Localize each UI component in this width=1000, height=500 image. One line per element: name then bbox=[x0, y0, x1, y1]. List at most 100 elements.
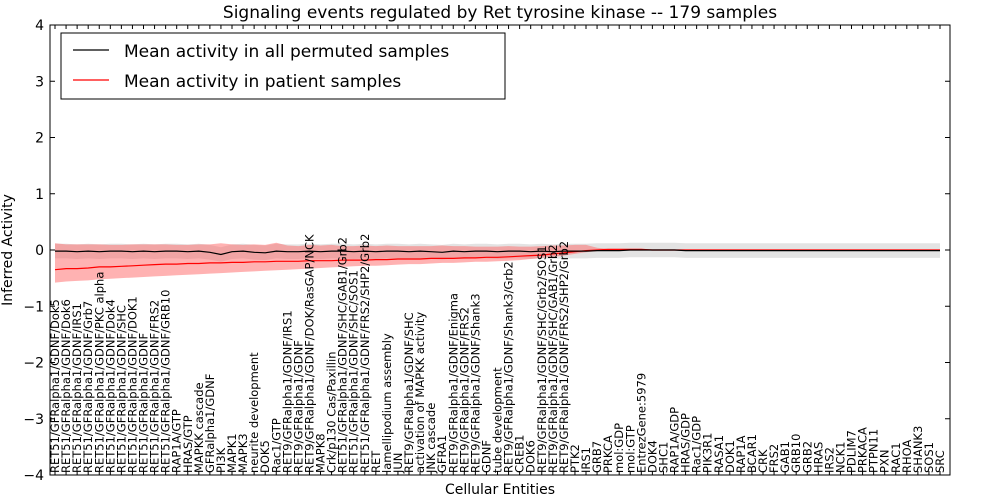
x-tick-label: JNK cascade bbox=[424, 403, 438, 474]
x-tick-label: mol:GTP bbox=[623, 425, 637, 473]
x-tick-label: HRAS bbox=[811, 442, 825, 473]
x-tick-label: RET51/GFRalpha1/GDNF/Dok5 bbox=[48, 299, 62, 473]
x-tick-label: RET9/GFRalpha1/GDNF/SHC bbox=[402, 312, 416, 473]
x-tick-label: CREB1 bbox=[513, 435, 527, 474]
y-tick-label: −3 bbox=[23, 412, 44, 428]
x-tick-label: RET9/GFRalpha1/GDNF/FRS2/SHP2/Grb2 bbox=[557, 241, 571, 473]
x-tick-label: CRK bbox=[756, 449, 770, 473]
x-tick-label: DOK4 bbox=[645, 440, 659, 473]
x-tick-label: RET51/GFRalpha1/GDNF/GRB10 bbox=[159, 290, 173, 473]
x-tick-label: MAPK3 bbox=[236, 433, 250, 473]
x-tick-label: RET51/GFRalpha1/GDNF/IRS1 bbox=[70, 303, 84, 473]
x-tick-label: MAPKK cascade bbox=[192, 382, 206, 473]
x-tick-label: RAP1A/GDP bbox=[668, 407, 682, 473]
x-tick-label: activation of MAPKK activity bbox=[413, 312, 427, 473]
x-tick-label: GDNF bbox=[479, 440, 493, 473]
x-tick-label: SHANK3 bbox=[911, 426, 925, 473]
x-tick-label: RET9/GFRalpha1/GDNF/Shank3 bbox=[468, 293, 482, 473]
x-tick-label: RET9/GFRalpha1/GDNF/SHC/GAB1/Grb2 bbox=[546, 244, 560, 473]
x-tick-label: RET51/GFRalpha1/GDNF/Grb7 bbox=[81, 301, 95, 473]
x-tick-label: Rac1/GTP bbox=[269, 418, 283, 473]
x-tick-label: GAB1 bbox=[778, 441, 792, 473]
x-tick-label: RET9/GFRalpha1/GDNF/Shank3/Grb2 bbox=[502, 261, 516, 473]
legend-box bbox=[60, 32, 506, 100]
x-tick-label: BCAR1 bbox=[745, 434, 759, 473]
x-tick-label: IRS1 bbox=[579, 447, 593, 473]
x-tick-label: RET9/GFRalpha1/GDNF/DOK/RasGAP/NCK bbox=[302, 234, 316, 473]
y-tick-label: 1 bbox=[35, 187, 44, 203]
x-tick-label: RAC1 bbox=[889, 442, 903, 473]
x-tick-label: RET9/GFRalpha1/GDNF bbox=[291, 340, 305, 473]
y-tick-label: 3 bbox=[35, 74, 44, 90]
permuted-line bbox=[55, 249, 940, 256]
y-tick-label: 2 bbox=[35, 131, 44, 147]
x-tick-label: RET51/GFRalpha1/GDNF/Dok6 bbox=[59, 299, 73, 473]
x-tick-label: PI3K bbox=[214, 447, 228, 473]
x-tick-label: SHC1 bbox=[656, 442, 670, 473]
x-tick-label: JUN bbox=[391, 453, 405, 474]
x-tick-label: PTK2 bbox=[568, 444, 582, 473]
x-tick-label: HRAS/GDP bbox=[679, 413, 693, 473]
chart-title: Signaling events regulated by Ret tyrosi… bbox=[223, 3, 777, 23]
x-axis-label: Cellular Entities bbox=[445, 482, 555, 498]
x-tick-label: mol:GDP bbox=[612, 423, 626, 473]
x-tick-label: EntrezGene:5979 bbox=[634, 373, 648, 473]
legend: Mean activity in all permuted samples Me… bbox=[60, 32, 506, 100]
y-axis-ticks: −4 −3 −2 −1 0 1 2 3 4 bbox=[23, 18, 950, 484]
x-tick-label: RET51/GFRalpha1/GDNF/SHC/GAB1/Grb2 bbox=[336, 237, 350, 473]
x-tick-label: neurite development bbox=[247, 352, 261, 473]
x-tick-label: HRAS/GTP bbox=[181, 415, 195, 473]
x-tick-label: SOS1 bbox=[922, 442, 936, 473]
x-tick-label: PIK3R1 bbox=[701, 433, 715, 474]
x-tick-label: NCK1 bbox=[833, 442, 847, 474]
x-tick-label: RET51/GFRalpha1/GDNF/Dok4 bbox=[103, 299, 117, 473]
y-axis-label: Inferred Activity bbox=[0, 194, 16, 306]
x-tick-label: DOK1 bbox=[723, 440, 737, 473]
y-tick-label: −2 bbox=[23, 356, 44, 372]
x-tick-label: lamellipodium assembly bbox=[380, 333, 394, 473]
x-tick-label: RET51/GFRalpha1/GDNF/SHC/SOS1 bbox=[347, 270, 361, 473]
x-tick-label: SRC bbox=[933, 450, 947, 473]
x-tick-label: RET51/GFRalpha1/GDNF/DOK1 bbox=[125, 296, 139, 473]
x-tick-label: PXN bbox=[878, 450, 892, 473]
y-tick-label: −4 bbox=[23, 468, 44, 484]
y-tick-label: 0 bbox=[35, 243, 44, 259]
x-tick-label: PRKACA bbox=[856, 427, 870, 473]
x-tick-label: RHOA bbox=[900, 440, 914, 473]
x-tick-label: GFRalpha1/GDNF bbox=[203, 374, 217, 473]
x-tick-label: RAP1A/GTP bbox=[170, 409, 184, 473]
x-tick-label: DOK6 bbox=[524, 440, 538, 473]
x-tick-label: RET51/GFRalpha1/GDNF bbox=[137, 333, 151, 473]
x-tick-label: RET51/GFRalpha1/GDNF/FRS2/SHP2/Grb2 bbox=[358, 234, 372, 473]
x-tick-label: MAPK8 bbox=[314, 433, 328, 473]
x-tick-label: FRS2 bbox=[767, 444, 781, 473]
x-tick-label: RET bbox=[369, 450, 383, 473]
confidence-bands bbox=[55, 242, 940, 283]
y-tick-label: 4 bbox=[35, 18, 44, 34]
x-tick-label: Crk/p130 Cas/Paxillin bbox=[325, 352, 339, 473]
x-tick-label: GRB7 bbox=[590, 441, 604, 473]
x-tick-label: PTPN11 bbox=[867, 429, 881, 473]
y-tick-label: −1 bbox=[23, 299, 44, 315]
legend-label-permuted: Mean activity in all permuted samples bbox=[124, 42, 449, 62]
x-tick-label: RET9/GFRalpha1/GDNF/FRS2 bbox=[457, 307, 471, 473]
x-tick-label: RET9/GFRalpha1/GDNF/IRS1 bbox=[280, 310, 294, 473]
x-tick-label: IRS2 bbox=[822, 447, 836, 473]
x-tick-label: Rac1/GDP bbox=[690, 416, 704, 473]
x-tick-label: RET51/GFRalpha1/GDNF/FRS2 bbox=[148, 300, 162, 473]
x-tick-label: PDLIM7 bbox=[845, 430, 859, 473]
x-tick-label: RET9/GFRalpha1/GDNF/SHC/Grb2/SOS1 bbox=[535, 245, 549, 473]
patient-band bbox=[55, 242, 940, 283]
x-tick-label: RAP1A bbox=[734, 435, 748, 473]
x-tick-label: GFRA1 bbox=[435, 435, 449, 473]
x-tick-label: GRB2 bbox=[800, 441, 814, 473]
series-lines bbox=[54, 248, 940, 271]
x-tick-label: RET9/GFRalpha1/GDNF/Enigma bbox=[446, 293, 460, 473]
x-tick-label: RET51/GFRalpha1/GDNF/PKC alpha bbox=[92, 272, 106, 473]
x-tick-label: DOK5 bbox=[258, 440, 272, 473]
x-tick-label: RASA1 bbox=[712, 435, 726, 473]
x-tick-label: tube development bbox=[491, 367, 505, 473]
x-tick-label: PRKCA bbox=[601, 435, 615, 473]
